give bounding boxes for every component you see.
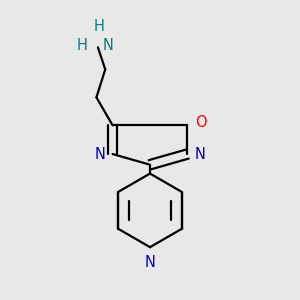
Text: O: O [195,115,206,130]
Text: H: H [94,19,105,34]
Text: N: N [94,146,105,161]
Text: N: N [195,146,206,161]
Text: N: N [145,254,155,269]
Text: H: H [77,38,88,53]
Text: N: N [102,38,113,53]
